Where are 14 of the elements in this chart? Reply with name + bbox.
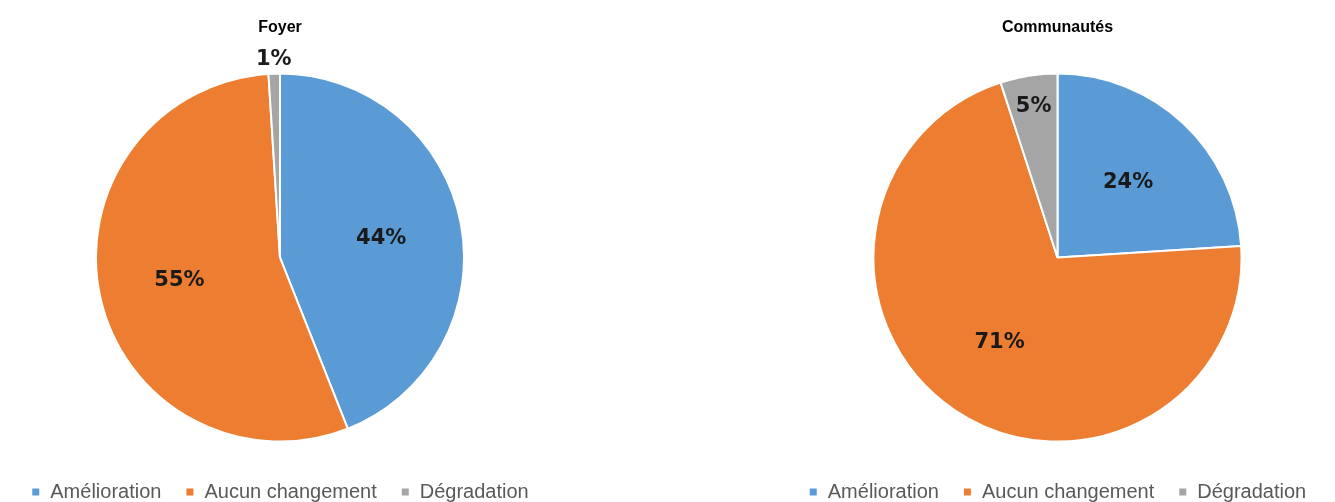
data-label: 5%	[1015, 93, 1052, 118]
data-label: 71%	[974, 329, 1025, 354]
legend-label: Amélioration	[50, 479, 162, 502]
legend-label: Dégradation	[1197, 479, 1307, 502]
data-label: 1%	[255, 46, 292, 71]
data-label: 55%	[154, 266, 205, 291]
legend-label: Dégradation	[419, 479, 529, 502]
chart-title: Foyer	[258, 18, 302, 36]
legend-label: Aucun changement	[981, 479, 1155, 502]
chart-title: Communautés	[1001, 18, 1114, 36]
legend-label: Amélioration	[827, 479, 939, 502]
data-label: 24%	[1102, 168, 1154, 193]
legend-label: Aucun changement	[204, 479, 378, 502]
data-label: 44%	[356, 224, 407, 249]
